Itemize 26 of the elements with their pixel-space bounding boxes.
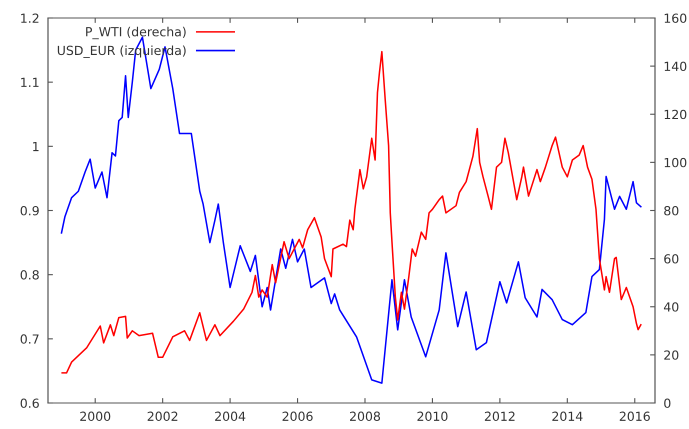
x-tick-label: 2006 [282,412,313,422]
y2-tick-label: 100 [664,158,686,168]
y2-tick-label: 120 [664,110,686,120]
y2-tick-label: 40 [664,302,678,312]
y2-tick-label: 80 [664,206,678,216]
x-tick-label: 2014 [552,412,583,422]
x-tick-label: 2016 [620,412,650,422]
y-tick-label: 1.1 [21,78,39,87]
y-tick-label: 1 [33,142,39,152]
x-tick-label: 2010 [417,412,448,422]
y2-tick-label: 60 [664,254,678,264]
y2-tick-label: 160 [664,13,686,23]
x-tick-label: 2004 [215,412,246,422]
y-tick-label: 0.7 [20,334,39,344]
y-tick-label: 0.9 [20,206,39,216]
x-tick-label: 2008 [350,412,380,422]
x-tick-label: 2012 [484,412,515,422]
legend-label: P_WTI (derecha) [86,26,186,40]
y-tick-label: 0.8 [20,270,39,280]
y2-tick-label: 20 [664,350,678,360]
y-tick-label: 1.2 [21,13,38,23]
x-tick-label: 2002 [148,412,178,422]
y-tick-label: 0.6 [20,398,39,408]
y2-tick-label: 0 [664,398,670,408]
y2-tick-label: 140 [664,62,686,72]
x-tick-label: 2000 [80,412,110,422]
